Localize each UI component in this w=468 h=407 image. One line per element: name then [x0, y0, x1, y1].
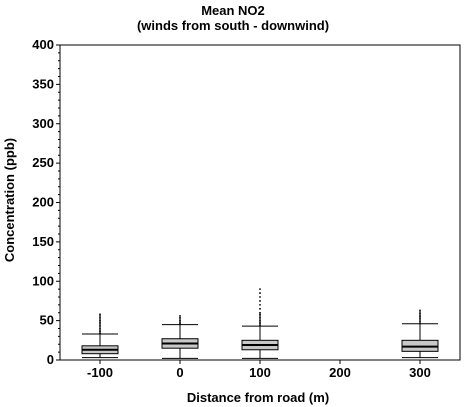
y-tick-label: 350 — [32, 76, 54, 91]
y-axis-ticks: 0 50 100 150 200 250 300 350 400 — [32, 37, 60, 367]
outlier-point — [179, 316, 181, 319]
outlier-point — [419, 322, 421, 324]
y-tick-label: 250 — [32, 155, 54, 170]
outlier-point — [259, 324, 261, 327]
outlier-point — [259, 296, 261, 298]
x-tick-label: -100 — [87, 365, 113, 380]
outlier-point — [179, 315, 181, 317]
outlier-point — [419, 318, 421, 321]
outlier-point — [259, 315, 261, 317]
y-tick-label: 0 — [47, 352, 54, 367]
outlier-point — [99, 326, 101, 328]
x-tick-label: 0 — [176, 365, 183, 380]
outlier-point — [259, 316, 261, 319]
outlier-point — [99, 318, 101, 320]
outlier-point — [99, 329, 101, 331]
outlier-point — [99, 327, 101, 330]
outlier-point — [99, 316, 101, 319]
outlier-point — [419, 312, 421, 315]
outlier-point — [179, 322, 181, 325]
outlier-point — [259, 313, 261, 316]
outlier-point — [419, 315, 421, 318]
outlier-point — [419, 314, 421, 317]
outlier-point — [419, 311, 421, 313]
outlier-point — [259, 318, 261, 320]
y-tick-label: 150 — [32, 234, 54, 249]
outlier-point — [259, 321, 261, 324]
box--100 — [81, 313, 119, 359]
y-tick-label: 200 — [32, 195, 54, 210]
outlier-point — [99, 315, 101, 317]
x-tick-label: 300 — [409, 365, 431, 380]
x-axis-label: Distance from road (m) — [187, 390, 329, 405]
outlier-point — [419, 309, 421, 312]
box-0 — [161, 315, 199, 359]
outlier-point — [179, 318, 181, 320]
chart-title: Mean NO2 — [201, 3, 265, 18]
outlier-point — [179, 319, 181, 322]
outlier-point — [179, 321, 181, 324]
y-tick-label: 300 — [32, 116, 54, 131]
outlier-point — [259, 288, 261, 291]
x-axis-ticks: -100 0 100 200 300 — [87, 360, 431, 380]
outlier-point — [99, 319, 101, 322]
outlier-point — [99, 332, 101, 335]
outlier-point — [259, 292, 261, 294]
outlier-point — [259, 322, 261, 325]
outlier-point — [99, 324, 101, 327]
box-100 — [241, 288, 279, 359]
chart-subtitle: (winds from south - downwind) — [137, 18, 329, 33]
outlier-point — [259, 311, 261, 314]
y-tick-label: 400 — [32, 37, 54, 52]
outlier-point — [419, 317, 421, 320]
outlier-point — [419, 320, 421, 323]
outlier-point — [99, 330, 101, 333]
outlier-point — [259, 303, 261, 306]
y-axis-label: Concentration (ppb) — [2, 138, 17, 262]
outlier-point — [259, 307, 261, 310]
x-tick-label: 200 — [329, 365, 351, 380]
box-series — [81, 288, 439, 359]
outlier-point — [99, 313, 101, 316]
outlier-point — [259, 319, 261, 322]
box-300 — [401, 309, 439, 359]
outlier-point — [259, 300, 261, 302]
x-tick-label: 100 — [249, 365, 271, 380]
y-tick-label: 50 — [40, 313, 54, 328]
y-tick-label: 100 — [32, 273, 54, 288]
outlier-point — [99, 321, 101, 324]
outlier-point — [99, 322, 101, 325]
